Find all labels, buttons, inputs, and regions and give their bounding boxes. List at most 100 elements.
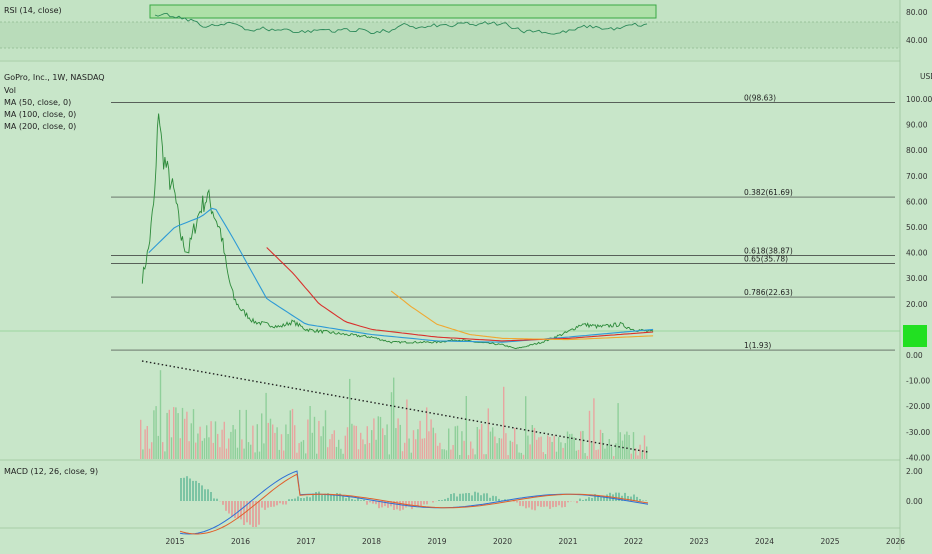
- volume-bar: [226, 449, 227, 459]
- volume-bar: [171, 437, 172, 459]
- volume-bar: [206, 425, 207, 459]
- x-tick-label: 2021: [558, 537, 577, 546]
- volume-bar: [415, 439, 416, 459]
- volume-bar: [237, 448, 238, 459]
- volume-bar: [485, 454, 486, 459]
- macd-histogram-bar: [282, 501, 284, 505]
- macd-histogram-bar: [537, 501, 539, 506]
- macd-histogram-bar: [591, 498, 593, 501]
- macd-histogram-bar: [354, 500, 356, 501]
- macd-histogram-bar: [267, 501, 269, 508]
- volume-bar: [356, 426, 357, 459]
- volume-bar: [367, 426, 368, 459]
- macd-histogram-bar: [192, 481, 194, 501]
- volume-bar: [518, 453, 519, 460]
- volume-bar: [558, 437, 559, 459]
- macd-histogram-bar: [474, 492, 476, 501]
- volume-bar: [404, 443, 405, 459]
- volume-bar: [400, 425, 401, 459]
- volume-bar: [338, 440, 339, 459]
- macd-histogram-bar: [180, 478, 182, 501]
- volume-bar: [382, 428, 383, 459]
- macd-histogram-bar: [396, 501, 398, 509]
- volume-bar: [380, 417, 381, 459]
- ma50-indicator-label: MA (50, close, 0): [4, 98, 71, 107]
- volume-bar: [644, 435, 645, 459]
- volume-bar: [199, 427, 200, 459]
- volume-bar: [294, 425, 295, 459]
- volume-bar: [279, 450, 280, 459]
- volume-bar: [567, 432, 568, 460]
- macd-histogram-bar: [252, 501, 254, 527]
- volume-bar: [521, 453, 522, 459]
- volume-bar: [617, 403, 618, 459]
- volume-bar: [611, 447, 612, 459]
- volume-bar: [483, 454, 484, 459]
- macd-histogram-bar: [342, 496, 344, 501]
- volume-bar: [173, 407, 174, 459]
- macd-histogram-bar: [453, 493, 455, 501]
- macd-histogram-bar: [615, 493, 617, 501]
- volume-bar: [259, 452, 260, 459]
- volume-bar: [147, 426, 148, 459]
- macd-histogram-bar: [561, 501, 563, 507]
- volume-bar: [428, 431, 429, 459]
- volume-bar: [413, 430, 414, 459]
- volume-bar: [507, 455, 508, 459]
- volume-bar: [369, 443, 370, 459]
- volume-bar: [606, 445, 607, 460]
- volume-bar: [246, 410, 247, 459]
- macd-histogram-bar: [264, 501, 266, 510]
- volume-bar: [446, 450, 447, 459]
- volume-bar: [386, 424, 387, 459]
- volume-bar: [576, 451, 577, 459]
- volume-bar: [534, 428, 535, 459]
- x-tick-label: 2026: [886, 537, 905, 546]
- volume-bar: [155, 406, 156, 459]
- volume-bar: [582, 431, 583, 459]
- volume-bar: [448, 429, 449, 460]
- macd-histogram-bar: [582, 500, 584, 501]
- volume-bar: [305, 453, 306, 459]
- volume-bar: [158, 436, 159, 459]
- volume-bar: [457, 426, 458, 459]
- volume-bar: [182, 408, 183, 459]
- volume-bar: [395, 428, 396, 459]
- volume-bar: [556, 452, 557, 459]
- macd-histogram-bar: [498, 499, 500, 501]
- volume-bar: [646, 447, 647, 460]
- volume-bar: [318, 421, 319, 459]
- macd-histogram-bar: [447, 498, 449, 501]
- volume-bar: [435, 433, 436, 459]
- rsi-tick-label: 40.00: [906, 36, 928, 45]
- macd-histogram-bar: [564, 501, 566, 507]
- volume-bar: [334, 430, 335, 459]
- volume-bar: [488, 408, 489, 459]
- macd-histogram-bar: [309, 497, 311, 501]
- volume-bar: [642, 452, 643, 459]
- macd-histogram-bar: [315, 492, 317, 501]
- volume-bar: [430, 419, 431, 459]
- current-price-marker: [903, 325, 927, 347]
- fib-level-label: 0.382(61.69): [744, 188, 793, 197]
- macd-histogram-bar: [231, 501, 233, 517]
- macd-histogram-bar: [600, 497, 602, 501]
- price-tick-label: 70.00: [906, 172, 928, 181]
- volume-bar: [525, 396, 526, 459]
- macd-histogram-bar: [249, 501, 251, 525]
- volume-bar: [499, 438, 500, 459]
- volume-bar: [637, 455, 638, 459]
- macd-histogram-bar: [588, 497, 590, 501]
- macd-histogram-bar: [441, 500, 443, 501]
- volume-bar: [598, 450, 599, 460]
- volume-bar: [516, 444, 517, 459]
- volume-bar: [314, 417, 315, 459]
- volume-bar: [164, 451, 165, 459]
- price-tick-label: 30.00: [906, 274, 928, 283]
- volume-bar: [505, 433, 506, 459]
- macd-histogram-bar: [306, 497, 308, 501]
- volume-bar: [261, 413, 262, 459]
- volume-bar: [241, 439, 242, 459]
